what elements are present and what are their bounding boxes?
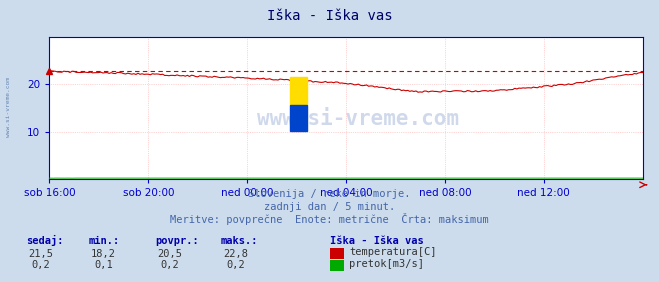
Text: Meritve: povprečne  Enote: metrične  Črta: maksimum: Meritve: povprečne Enote: metrične Črta:… — [170, 213, 489, 225]
Text: maks.:: maks.: — [221, 236, 258, 246]
Text: 0,1: 0,1 — [94, 261, 113, 270]
Text: temperatura[C]: temperatura[C] — [349, 247, 437, 257]
Text: Slovenija / reke in morje.: Slovenija / reke in morje. — [248, 190, 411, 199]
Text: Iška - Iška vas: Iška - Iška vas — [267, 8, 392, 23]
Text: www.si-vreme.com: www.si-vreme.com — [257, 109, 459, 129]
Polygon shape — [290, 105, 308, 131]
Text: pretok[m3/s]: pretok[m3/s] — [349, 259, 424, 269]
Text: 0,2: 0,2 — [226, 261, 244, 270]
Text: 18,2: 18,2 — [91, 249, 116, 259]
Text: min.:: min.: — [89, 236, 120, 246]
Text: 0,2: 0,2 — [160, 261, 179, 270]
Text: 22,8: 22,8 — [223, 249, 248, 259]
Text: zadnji dan / 5 minut.: zadnji dan / 5 minut. — [264, 202, 395, 212]
Text: sedaj:: sedaj: — [26, 235, 64, 246]
Text: povpr.:: povpr.: — [155, 236, 198, 246]
Text: 21,5: 21,5 — [28, 249, 53, 259]
Polygon shape — [290, 76, 308, 103]
Text: www.si-vreme.com: www.si-vreme.com — [6, 77, 11, 137]
Text: 20,5: 20,5 — [157, 249, 182, 259]
Text: 0,2: 0,2 — [32, 261, 50, 270]
Text: Iška - Iška vas: Iška - Iška vas — [330, 236, 423, 246]
